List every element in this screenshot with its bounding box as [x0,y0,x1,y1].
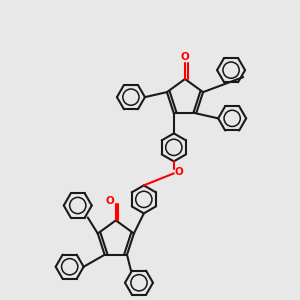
Text: O: O [181,52,189,62]
Text: O: O [175,167,183,177]
Text: O: O [106,196,114,206]
